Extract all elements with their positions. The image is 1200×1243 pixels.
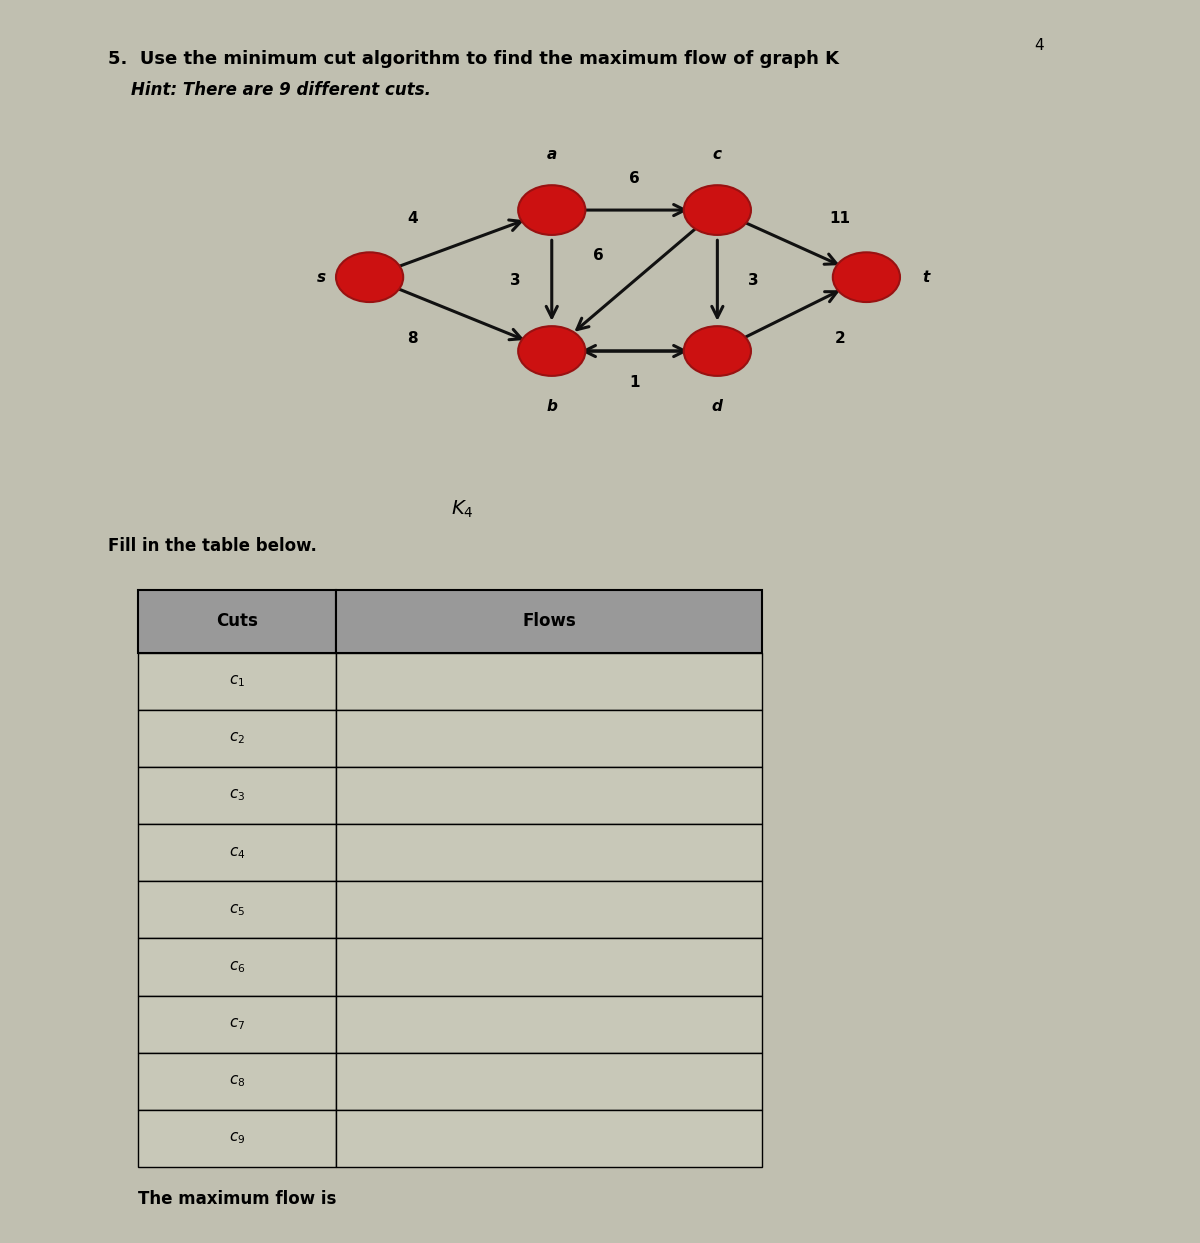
Bar — [336, 767, 762, 824]
Bar — [336, 824, 762, 881]
Text: 5.  Use the minimum cut algorithm to find the maximum flow of graph K: 5. Use the minimum cut algorithm to find… — [108, 50, 839, 67]
Bar — [138, 824, 336, 881]
Bar — [138, 710, 336, 767]
Bar — [336, 881, 762, 938]
Ellipse shape — [336, 252, 403, 302]
Text: 3: 3 — [510, 273, 521, 288]
Text: $c_{5}$: $c_{5}$ — [229, 902, 245, 917]
Text: 4: 4 — [407, 211, 418, 226]
Text: 8: 8 — [407, 332, 418, 347]
Text: 11: 11 — [829, 211, 851, 226]
Bar — [138, 653, 336, 710]
Text: d: d — [712, 399, 722, 414]
Text: Flows: Flows — [522, 613, 576, 630]
Text: Cuts: Cuts — [216, 613, 258, 630]
Text: 1: 1 — [629, 374, 640, 389]
Text: 2: 2 — [834, 332, 845, 347]
Text: $c_{4}$: $c_{4}$ — [229, 845, 245, 860]
Text: $c_{3}$: $c_{3}$ — [229, 788, 245, 803]
Text: $c_{1}$: $c_{1}$ — [229, 674, 245, 689]
Bar — [138, 881, 336, 938]
Text: $c_{2}$: $c_{2}$ — [229, 731, 245, 746]
Ellipse shape — [518, 326, 586, 375]
Bar — [138, 590, 336, 653]
Text: Fill in the table below.: Fill in the table below. — [108, 537, 317, 554]
Text: b: b — [546, 399, 557, 414]
Text: a: a — [547, 147, 557, 162]
Text: 6: 6 — [593, 249, 604, 264]
Ellipse shape — [518, 185, 586, 235]
Bar — [138, 767, 336, 824]
Text: $c_{6}$: $c_{6}$ — [229, 960, 245, 975]
Text: The maximum flow is: The maximum flow is — [138, 1190, 336, 1207]
Text: $c_{8}$: $c_{8}$ — [229, 1074, 245, 1089]
Bar — [138, 996, 336, 1053]
Bar — [336, 1110, 762, 1167]
Text: $K_4$: $K_4$ — [451, 498, 473, 521]
Text: s: s — [317, 270, 326, 285]
Text: $c_{9}$: $c_{9}$ — [229, 1131, 245, 1146]
Bar — [336, 1053, 762, 1110]
Bar — [138, 938, 336, 996]
Bar — [138, 1110, 336, 1167]
Text: t: t — [923, 270, 930, 285]
Bar — [336, 590, 762, 653]
Bar — [336, 710, 762, 767]
Ellipse shape — [833, 252, 900, 302]
Bar — [138, 1053, 336, 1110]
Text: c: c — [713, 147, 722, 162]
Ellipse shape — [684, 326, 751, 375]
Bar — [336, 653, 762, 710]
Bar — [336, 938, 762, 996]
Text: 4: 4 — [1034, 39, 1044, 53]
Text: 6: 6 — [629, 172, 640, 186]
Text: 3: 3 — [748, 273, 758, 288]
Ellipse shape — [684, 185, 751, 235]
Bar — [336, 996, 762, 1053]
Text: Hint: There are 9 different cuts.: Hint: There are 9 different cuts. — [108, 81, 431, 98]
Text: $c_{7}$: $c_{7}$ — [229, 1017, 245, 1032]
